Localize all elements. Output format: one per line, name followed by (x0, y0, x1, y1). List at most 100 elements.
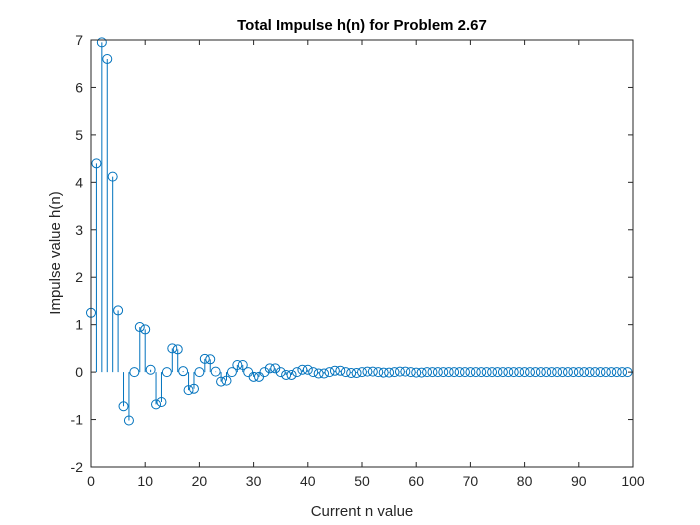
y-axis-label: Impulse value h(n) (47, 191, 64, 314)
x-tick-label: 30 (246, 473, 262, 489)
stem-marker (470, 367, 481, 378)
stem-marker (530, 367, 541, 378)
stem-marker (221, 375, 232, 386)
stem-marker (362, 366, 373, 377)
stem-marker (378, 367, 389, 378)
stem-marker (394, 366, 405, 377)
y-tick-label: 1 (75, 317, 83, 333)
stem-marker (351, 368, 362, 379)
stem-marker (281, 369, 292, 380)
stem-marker (102, 53, 113, 64)
stem-marker (183, 385, 194, 396)
y-tick-label: 0 (75, 364, 83, 380)
stem-marker (237, 359, 248, 370)
x-tick-label: 100 (621, 473, 645, 489)
stem-marker (286, 369, 297, 380)
stem-marker (503, 367, 514, 378)
stem-marker (210, 366, 221, 377)
y-tick-label: -2 (71, 459, 84, 475)
stem-marker (617, 367, 628, 378)
stem-marker (275, 367, 286, 378)
stem-marker (118, 401, 129, 412)
stem-marker (324, 367, 335, 378)
stem-marker (400, 366, 411, 377)
stem-marker (199, 353, 210, 364)
stem-marker (145, 364, 156, 375)
stem-marker (584, 367, 595, 378)
y-tick-label: 2 (75, 269, 83, 285)
stem-marker (389, 367, 400, 378)
stem-marker (384, 367, 395, 378)
stem-marker (313, 368, 324, 379)
stem-marker (167, 343, 178, 354)
stem-marker (590, 367, 601, 378)
x-tick-label: 0 (87, 473, 95, 489)
stem-marker (514, 367, 525, 378)
stem-marker (422, 367, 433, 378)
x-tick-label: 70 (463, 473, 479, 489)
y-tick-label: 3 (75, 222, 83, 238)
stem-marker (432, 367, 443, 378)
stem-marker (595, 367, 606, 378)
y-tick-label: 7 (75, 32, 83, 48)
stem-marker (508, 367, 519, 378)
series-h(n) (86, 37, 633, 426)
stem-marker (340, 367, 351, 378)
x-tick-label: 60 (408, 473, 424, 489)
stem-marker (606, 367, 617, 378)
stem-marker (476, 367, 487, 378)
stem-marker (454, 367, 465, 378)
stem-marker (107, 171, 118, 182)
stem-marker (308, 367, 319, 378)
stem-marker (373, 367, 384, 378)
stem-marker (519, 367, 530, 378)
plot-area (91, 40, 633, 467)
stem-marker (194, 367, 205, 378)
stem-marker (405, 367, 416, 378)
stem-marker (270, 363, 281, 374)
stem-marker (487, 367, 498, 378)
x-tick-label: 50 (354, 473, 370, 489)
y-tick-label: 4 (75, 174, 83, 190)
x-axis-label: Current n value (311, 503, 414, 520)
stem-marker (140, 324, 151, 335)
x-tick-label: 40 (300, 473, 316, 489)
stem-marker (427, 367, 438, 378)
stem-marker (91, 158, 102, 169)
stem-marker (492, 367, 503, 378)
stem-marker (205, 354, 216, 365)
tick-labels: 0 10 20 30 40 50 60 70 80 90 100 -2 -1 0 1 2 3 4 5 6 7 (71, 32, 645, 489)
stem-marker (346, 368, 357, 379)
stem-marker (573, 367, 584, 378)
x-tick-label: 90 (571, 473, 587, 489)
stem-marker (172, 344, 183, 355)
stem-marker (459, 367, 470, 378)
stem-marker (226, 367, 237, 378)
y-tick-label: 5 (75, 127, 83, 143)
stem-marker (232, 359, 243, 370)
stem-marker (562, 367, 573, 378)
stem-marker (216, 376, 227, 387)
stem-marker (134, 322, 145, 333)
stem-marker (416, 367, 427, 378)
stem-marker (568, 367, 579, 378)
stem-marker (96, 37, 107, 48)
stem-marker (178, 366, 189, 377)
stem-marker (552, 367, 563, 378)
x-tick-label: 80 (517, 473, 533, 489)
x-tick-label: 10 (137, 473, 153, 489)
stem-marker (367, 366, 378, 377)
stem-marker (259, 367, 270, 378)
stem-marker (161, 367, 172, 378)
stem-marker (557, 367, 568, 378)
stem-marker (411, 367, 422, 378)
stem-marker (600, 367, 611, 378)
stem-marker (535, 367, 546, 378)
stem-marker (291, 367, 302, 378)
x-tick-label: 20 (192, 473, 208, 489)
stem-marker (449, 367, 460, 378)
stem-marker (297, 364, 308, 375)
stem-marker (546, 367, 557, 378)
